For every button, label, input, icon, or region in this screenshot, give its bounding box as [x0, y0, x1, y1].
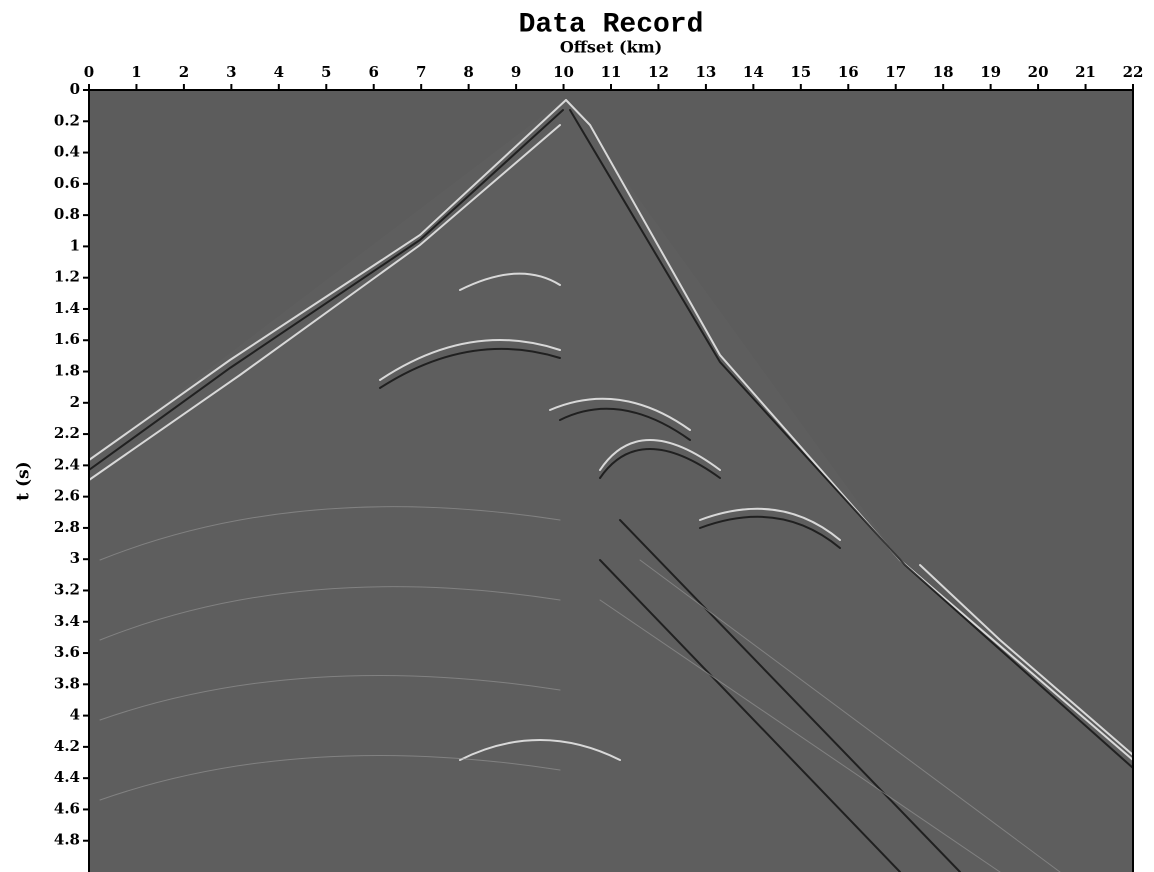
y-tick-label: 1.2	[54, 268, 80, 286]
y-tick-label: 2	[70, 393, 80, 411]
x-tick-label: 8	[463, 63, 473, 81]
x-tick-label: 0	[84, 63, 94, 81]
x-axis-label: Offset (km)	[560, 38, 662, 57]
y-tick-label: 1.6	[54, 330, 80, 348]
x-tick-label: 17	[885, 63, 906, 81]
y-tick-label: 0.6	[54, 174, 80, 192]
y-tick-label: 1.8	[54, 362, 80, 380]
y-tick-label: 2.4	[54, 455, 80, 473]
y-tick-label: 3	[70, 549, 80, 567]
x-tick-label: 10	[553, 63, 574, 81]
x-tick-label: 22	[1123, 63, 1144, 81]
x-tick-label: 1	[131, 63, 141, 81]
x-tick-label: 6	[369, 63, 379, 81]
x-tick-label: 14	[743, 63, 764, 81]
x-tick-label: 13	[695, 63, 716, 81]
y-tick-label: 2.2	[54, 424, 80, 442]
y-tick-label: 4	[70, 706, 80, 724]
x-tick-label: 18	[933, 63, 954, 81]
y-tick-label: 3.6	[54, 643, 80, 661]
y-tick-label: 0.2	[54, 111, 80, 129]
x-tick-label: 15	[790, 63, 811, 81]
y-tick-label: 2.6	[54, 487, 80, 505]
x-tick-label: 4	[274, 63, 284, 81]
x-tick-label: 16	[838, 63, 859, 81]
x-tick-label: 19	[980, 63, 1001, 81]
y-tick-label: 1	[70, 236, 80, 254]
x-tick-label: 9	[511, 63, 521, 81]
y-tick-label: 0	[70, 80, 80, 98]
chart: Data Record Offset (km) t (s) 0123456789…	[0, 0, 1154, 872]
y-tick-label: 4.4	[54, 768, 80, 786]
y-tick-label: 1.4	[54, 299, 80, 317]
x-tick-label: 5	[321, 63, 331, 81]
chart-title: Data Record	[519, 9, 704, 40]
x-tick-label: 21	[1075, 63, 1096, 81]
y-tick-label: 4.6	[54, 799, 80, 817]
y-tick-label: 3.8	[54, 674, 80, 692]
x-tick-label: 12	[648, 63, 669, 81]
y-tick-label: 4.2	[54, 737, 80, 755]
y-axis-label: t (s)	[14, 461, 34, 500]
x-tick-label: 11	[601, 63, 622, 81]
x-tick-label: 20	[1028, 63, 1049, 81]
x-tick-label: 7	[416, 63, 426, 81]
y-tick-label: 2.8	[54, 518, 80, 536]
x-tick-label: 2	[179, 63, 189, 81]
y-tick-label: 0.8	[54, 205, 80, 223]
y-tick-label: 3.2	[54, 580, 80, 598]
x-tick-label: 3	[226, 63, 236, 81]
y-tick-label: 0.4	[54, 143, 80, 161]
y-tick-label: 3.4	[54, 612, 80, 630]
y-tick-label: 4.8	[54, 831, 80, 849]
